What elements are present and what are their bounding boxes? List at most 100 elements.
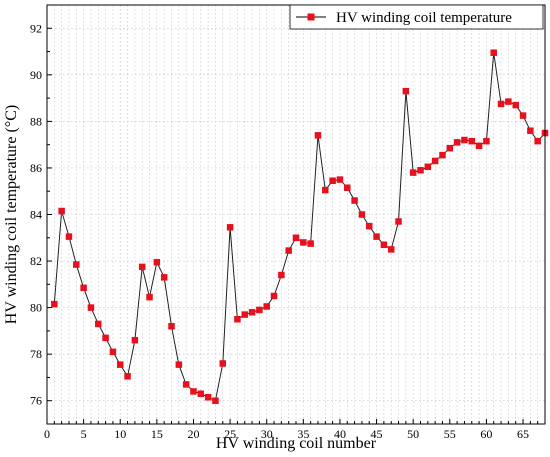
legend-label: HV winding coil temperature — [336, 10, 512, 26]
data-point — [58, 207, 65, 215]
data-point — [358, 211, 366, 218]
data-point — [212, 397, 219, 404]
data-point — [300, 239, 307, 246]
data-point — [519, 112, 527, 119]
data-point — [446, 144, 454, 152]
data-point — [278, 271, 285, 279]
data-point — [395, 218, 402, 225]
x-tick-label: 60 — [480, 427, 492, 441]
y-tick-label: 92 — [30, 21, 42, 35]
data-series — [51, 49, 549, 404]
x-tick-label: 65 — [517, 427, 529, 441]
x-tick-label: 0 — [44, 427, 50, 441]
data-point — [168, 322, 175, 330]
x-tick-label: 35 — [297, 427, 309, 441]
y-tick-label: 86 — [30, 161, 42, 175]
y-tick-label: 90 — [30, 68, 42, 82]
data-point — [285, 247, 292, 254]
data-point — [314, 132, 322, 139]
data-point — [241, 311, 248, 318]
data-point — [424, 163, 432, 171]
data-point — [387, 246, 395, 253]
x-tick-label: 5 — [81, 427, 87, 441]
x-tick-label: 15 — [151, 427, 163, 441]
data-point — [344, 184, 351, 191]
data-point — [365, 222, 373, 230]
y-tick-label: 88 — [30, 114, 42, 128]
x-tick-label: 10 — [114, 427, 126, 441]
data-point — [73, 261, 80, 268]
data-point — [160, 274, 168, 281]
legend-box — [289, 4, 544, 30]
data-point — [322, 186, 329, 194]
data-point — [307, 240, 314, 247]
y-tick-label: 76 — [30, 394, 42, 408]
data-point — [417, 167, 424, 174]
data-point — [226, 224, 234, 231]
x-axis-label: HV winding coil number — [216, 435, 377, 452]
data-point — [490, 49, 497, 56]
y-tick-label: 84 — [30, 208, 42, 222]
data-point — [153, 258, 161, 266]
data-point — [373, 233, 380, 240]
data-point — [182, 381, 190, 388]
data-point — [109, 348, 117, 356]
data-point — [190, 388, 197, 395]
data-point — [292, 234, 300, 242]
data-point — [512, 101, 519, 109]
x-tick-label: 30 — [261, 427, 273, 441]
y-tick-label: 80 — [30, 301, 42, 315]
data-point — [248, 309, 256, 316]
data-point — [80, 284, 87, 292]
data-point — [175, 361, 183, 368]
data-point — [468, 137, 476, 145]
data-point — [534, 137, 541, 145]
data-point — [116, 361, 124, 368]
data-point — [497, 100, 505, 108]
data-point — [431, 157, 439, 165]
data-point — [527, 127, 534, 134]
data-point — [380, 241, 388, 249]
data-point — [102, 334, 109, 342]
data-point — [439, 151, 446, 159]
data-point — [95, 320, 102, 328]
data-point — [351, 197, 358, 204]
data-point — [483, 137, 490, 145]
data-point — [461, 136, 468, 144]
data-point — [453, 139, 461, 146]
data-point — [505, 98, 512, 105]
data-point — [263, 303, 270, 310]
data-point — [65, 233, 73, 240]
x-tick-label: 50 — [407, 427, 419, 441]
axis-ticks: 0 5 10 15 20 25 30 35 40 45 50 55 60 65 76 78 80 82 84 86 88… — [30, 4, 546, 441]
x-tick-label: 25 — [224, 427, 236, 441]
legend: HV winding coil temperature — [289, 4, 544, 30]
data-point — [146, 293, 153, 301]
data-point — [256, 306, 263, 314]
data-point — [234, 316, 241, 323]
data-point — [329, 177, 336, 184]
data-point — [197, 390, 205, 397]
data-point — [270, 292, 278, 300]
x-tick-label: 40 — [334, 427, 346, 441]
data-point — [204, 393, 212, 401]
data-point — [475, 142, 483, 150]
data-point — [51, 300, 58, 308]
data-point — [87, 304, 95, 311]
x-tick-label: 55 — [444, 427, 456, 441]
y-tick-label: 78 — [30, 347, 42, 361]
data-point — [131, 336, 139, 344]
x-tick-label: 20 — [187, 427, 199, 441]
grid — [47, 5, 545, 424]
y-axis-label: HV winding coil temperature (°C) — [3, 105, 20, 324]
data-point — [138, 263, 146, 271]
data-point — [409, 169, 417, 176]
legend-marker — [307, 13, 315, 21]
x-tick-label: 45 — [371, 427, 383, 441]
data-point — [402, 87, 410, 95]
y-tick-label: 82 — [30, 254, 42, 268]
data-point — [219, 360, 227, 367]
data-point — [124, 373, 131, 380]
